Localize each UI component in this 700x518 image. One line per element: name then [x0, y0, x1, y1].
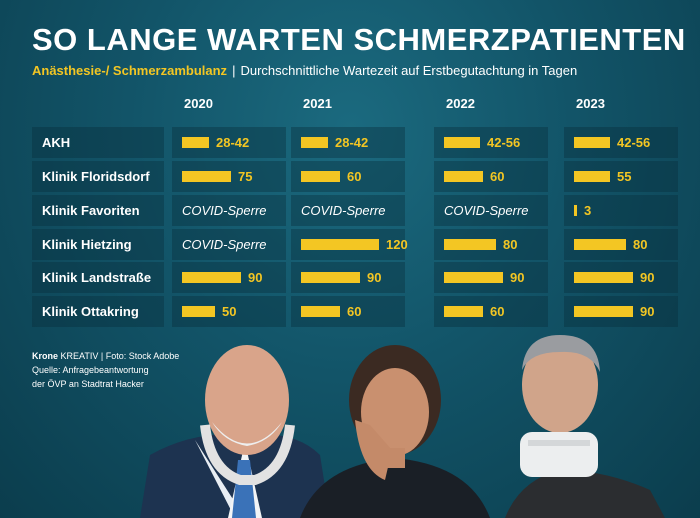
bar [301, 239, 379, 250]
bar [574, 171, 610, 182]
table-cell: 60 [291, 161, 405, 192]
bar-value-label: 60 [490, 304, 505, 319]
table-cell: 3 [564, 195, 678, 226]
year-header-2023: 2023 [576, 96, 605, 111]
table-cell: 90 [434, 262, 548, 293]
woman-with-headache-figure [300, 345, 490, 518]
bar [182, 306, 215, 317]
covid-note: COVID-Sperre [182, 237, 267, 252]
covid-note: COVID-Sperre [444, 203, 529, 218]
bar [444, 239, 496, 250]
page-title: SO LANGE WARTEN SCHMERZPATIENTEN [32, 22, 686, 57]
bar-value-label: 60 [347, 169, 362, 184]
bar-value-label: 90 [248, 270, 263, 285]
bar [444, 272, 503, 283]
bar-value-label: 90 [367, 270, 382, 285]
subtitle-text: Durchschnittliche Wartezeit auf Erstbegu… [240, 63, 578, 78]
row-label: Klinik Floridsdorf [32, 161, 164, 192]
subtitle-highlight: Anästhesie-/ Schmerzambulanz [32, 63, 228, 78]
table-cell: 75 [172, 161, 286, 192]
subtitle-separator: | [232, 63, 236, 78]
bar-value-label: 50 [222, 304, 237, 319]
table-cell: 80 [434, 229, 548, 260]
credits: Krone KREATIV | Foto: Stock Adobe Quelle… [32, 349, 179, 391]
credits-brand: Krone [32, 351, 59, 361]
bar [444, 137, 480, 148]
bar-value-label: 42-56 [617, 135, 651, 150]
table-cell: 28-42 [172, 127, 286, 158]
bar [574, 272, 633, 283]
credits-brand-suffix: KREATIV [60, 351, 99, 361]
row-label: Klinik Ottakring [32, 296, 164, 327]
bar-value-label: 90 [510, 270, 525, 285]
row-label: Klinik Hietzing [32, 229, 164, 260]
bar-value-label: 90 [640, 304, 655, 319]
table-cell: 42-56 [434, 127, 548, 158]
credits-photo: Foto: Stock Adobe [105, 351, 180, 361]
bar-value-label: 75 [238, 169, 253, 184]
table-cell: COVID-Sperre [291, 195, 405, 226]
row-label: Klinik Favoriten [32, 195, 164, 226]
man-with-neck-brace-figure [505, 335, 665, 518]
subtitle: Anästhesie-/ Schmerzambulanz | Durchschnit… [32, 63, 577, 78]
bar [301, 272, 360, 283]
year-header-2022: 2022 [446, 96, 475, 111]
table-cell: 42-56 [564, 127, 678, 158]
row-label: AKH [32, 127, 164, 158]
bar [444, 306, 483, 317]
year-header-2020: 2020 [184, 96, 213, 111]
bar [301, 306, 340, 317]
table-cell: COVID-Sperre [434, 195, 548, 226]
table-cell: 90 [291, 262, 405, 293]
table-cell: 80 [564, 229, 678, 260]
bar-value-label: 28-42 [216, 135, 250, 150]
table-cell: COVID-Sperre [172, 195, 286, 226]
table-cell: 60 [291, 296, 405, 327]
covid-note: COVID-Sperre [301, 203, 386, 218]
bar [301, 137, 328, 148]
bar-value-label: 60 [347, 304, 362, 319]
year-header-2021: 2021 [303, 96, 332, 111]
table-cell: 60 [434, 296, 548, 327]
credits-source-line2: der ÖVP an Stadtrat Hacker [32, 379, 144, 389]
man-in-pain-figure [140, 345, 330, 518]
bar-value-label: 28-42 [335, 135, 369, 150]
table-cell: 90 [564, 262, 678, 293]
table-cell: 120 [291, 229, 408, 260]
bar [182, 272, 241, 283]
bar [182, 171, 231, 182]
table-cell: COVID-Sperre [172, 229, 286, 260]
bar-value-label: 42-56 [487, 135, 521, 150]
bar-value-label: 120 [386, 237, 408, 252]
table-cell: 90 [172, 262, 286, 293]
bar [444, 171, 483, 182]
bar [301, 171, 340, 182]
bar-value-label: 60 [490, 169, 505, 184]
credits-separator: | [100, 351, 104, 361]
table-cell: 55 [564, 161, 678, 192]
table-cell: 28-42 [291, 127, 405, 158]
bar [574, 306, 633, 317]
table-cell: 50 [172, 296, 286, 327]
bar [574, 137, 610, 148]
bar-value-label: 55 [617, 169, 632, 184]
bar [182, 137, 209, 148]
bar [574, 205, 577, 216]
row-label: Klinik Landstraße [32, 262, 164, 293]
bar-value-label: 80 [633, 237, 648, 252]
credits-source-line1: Quelle: Anfragebeantwortung [32, 365, 149, 375]
bar-value-label: 90 [640, 270, 655, 285]
table-cell: 60 [434, 161, 548, 192]
table-cell: 90 [564, 296, 678, 327]
covid-note: COVID-Sperre [182, 203, 267, 218]
bar-value-label: 3 [584, 203, 592, 218]
bar-value-label: 80 [503, 237, 518, 252]
patients-photo [140, 335, 665, 518]
bar [574, 239, 626, 250]
